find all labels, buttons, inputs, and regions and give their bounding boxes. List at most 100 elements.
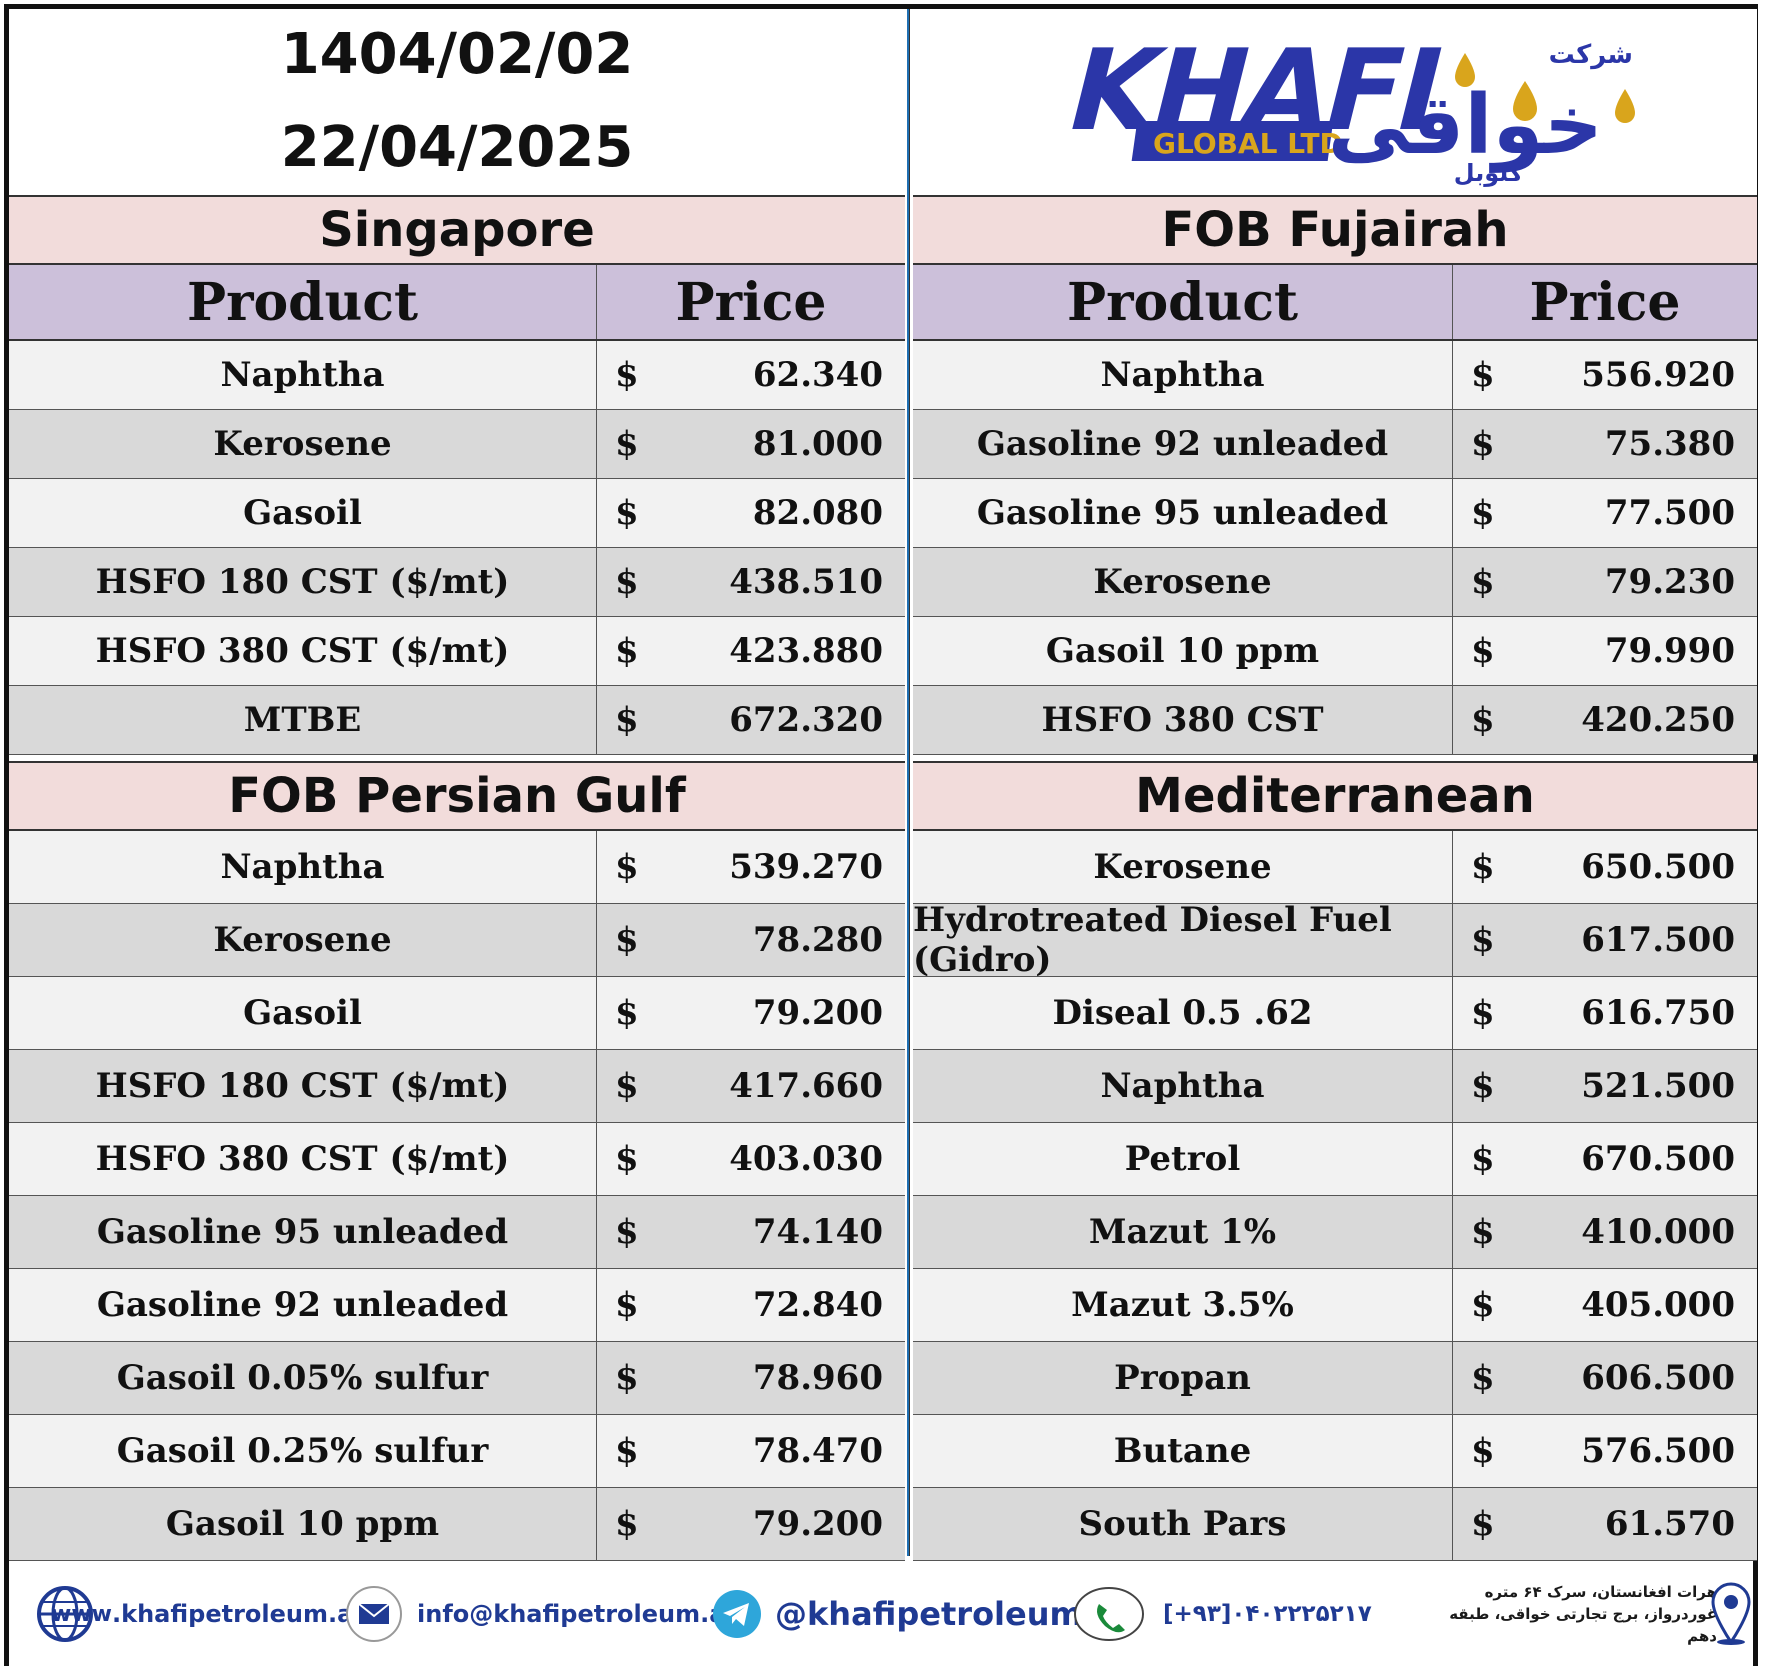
- table-row: Mazut 3.5% $405.000: [913, 1269, 1757, 1342]
- price-cell: $576.500: [1453, 1415, 1757, 1487]
- logo-sub-text: GLOBAL LTD: [1153, 127, 1343, 160]
- currency-symbol: $: [615, 700, 639, 740]
- table-row: Diseal 0.5 .62 $616.750: [913, 977, 1757, 1050]
- table-row: Naphtha $62.340: [9, 341, 905, 410]
- price-value: 78.470: [752, 1431, 883, 1471]
- table-row: Naphtha $556.920: [913, 341, 1757, 410]
- price-value: 405.000: [1581, 1285, 1735, 1325]
- product-name: Hydrotreated Diesel Fuel (Gidro): [913, 900, 1453, 980]
- table-header: Product Price: [913, 265, 1757, 341]
- email-text: info@khafipetroleum.af: [417, 1600, 736, 1628]
- price-value: 672.320: [729, 700, 883, 740]
- price-value: 617.500: [1581, 920, 1735, 960]
- price-value: 438.510: [729, 562, 883, 602]
- table-row: HSFO 380 CST ($/mt) $423.880: [9, 617, 905, 686]
- price-cell: $556.920: [1453, 341, 1757, 409]
- price-value: 72.840: [752, 1285, 883, 1325]
- product-name: Gasoil: [9, 977, 597, 1049]
- table-row: Propan $606.500: [913, 1342, 1757, 1415]
- currency-symbol: $: [1471, 700, 1495, 740]
- telegram-icon: [713, 1590, 761, 1638]
- currency-symbol: $: [1471, 1358, 1495, 1398]
- table-row: HSFO 180 CST ($/mt) $417.660: [9, 1050, 905, 1123]
- table-row: Gasoil 0.25% sulfur $78.470: [9, 1415, 905, 1488]
- price-cell: $616.750: [1453, 977, 1757, 1049]
- website-link[interactable]: www .khafipetroleum.af: [35, 1562, 364, 1666]
- price-value: 539.270: [729, 847, 883, 887]
- price-cell: $77.500: [1453, 479, 1757, 547]
- telegram-link[interactable]: @khafipetroleum: [711, 1562, 1083, 1666]
- currency-symbol: $: [1471, 920, 1495, 960]
- phone-icon: [1074, 1587, 1144, 1641]
- table-row: Kerosene $78.280: [9, 904, 905, 977]
- logo-arabic-main: خواقی: [1328, 78, 1603, 173]
- product-name: HSFO 380 CST ($/mt): [9, 617, 597, 685]
- price-cell: $61.570: [1453, 1488, 1757, 1560]
- currency-symbol: $: [1471, 1066, 1495, 1106]
- price-cell: $74.140: [597, 1196, 905, 1268]
- product-name: Kerosene: [913, 548, 1453, 616]
- phone-link[interactable]: [+۹۳]۰۴۰۲۲۲۵۲۱۷: [1073, 1562, 1372, 1666]
- table-row: South Pars $61.570: [913, 1488, 1757, 1561]
- currency-symbol: $: [615, 424, 639, 464]
- website-text: .khafipetroleum.af: [111, 1600, 364, 1628]
- product-name: Gasoil: [9, 479, 597, 547]
- globe-icon: [37, 1586, 93, 1642]
- product-name: Gasoil 10 ppm: [913, 617, 1453, 685]
- price-value: 410.000: [1581, 1212, 1735, 1252]
- price-cell: $606.500: [1453, 1342, 1757, 1414]
- product-name: Gasoline 95 unleaded: [9, 1196, 597, 1268]
- price-value: 79.200: [752, 993, 883, 1033]
- product-name: Gasoline 95 unleaded: [913, 479, 1453, 547]
- table-header: Product Price: [9, 265, 905, 341]
- price-value: 79.200: [752, 1504, 883, 1544]
- product-name: Naphtha: [9, 341, 597, 409]
- product-name: Gasoline 92 unleaded: [913, 410, 1453, 478]
- persian-gulf-rows: Naphtha $539.270 Kerosene $78.280 Gasoil $79.…: [9, 831, 905, 1561]
- product-name: HSFO 380 CST ($/mt): [9, 1123, 597, 1195]
- price-value: 77.500: [1604, 493, 1735, 533]
- price-value: 576.500: [1581, 1431, 1735, 1471]
- price-value: 82.080: [752, 493, 883, 533]
- price-cell: $420.250: [1453, 686, 1757, 754]
- product-name: Gasoil 10 ppm: [9, 1488, 597, 1560]
- price-cell: $62.340: [597, 341, 905, 409]
- price-cell: $670.500: [1453, 1123, 1757, 1195]
- table-row: HSFO 380 CST ($/mt) $403.030: [9, 1123, 905, 1196]
- table-row: MTBE $672.320: [9, 686, 905, 755]
- email-link[interactable]: info@khafipetroleum.af: [345, 1562, 736, 1666]
- price-value: 78.280: [752, 920, 883, 960]
- price-value: 423.880: [729, 631, 883, 671]
- table-row: Kerosene $650.500: [913, 831, 1757, 904]
- price-value: 556.920: [1581, 355, 1735, 395]
- table-row: Gasoline 92 unleaded $75.380: [913, 410, 1757, 479]
- price-cell: $75.380: [1453, 410, 1757, 478]
- product-name: Gasoil 0.25% sulfur: [9, 1415, 597, 1487]
- table-row: Butane $576.500: [913, 1415, 1757, 1488]
- price-value: 79.230: [1604, 562, 1735, 602]
- currency-symbol: $: [1471, 562, 1495, 602]
- product-name: Naphtha: [9, 831, 597, 903]
- price-cell: $410.000: [1453, 1196, 1757, 1268]
- price-cell: $672.320: [597, 686, 905, 754]
- currency-symbol: $: [615, 631, 639, 671]
- price-cell: $78.470: [597, 1415, 905, 1487]
- product-name: Propan: [913, 1342, 1453, 1414]
- price-cell: $650.500: [1453, 831, 1757, 903]
- price-value: 81.000: [752, 424, 883, 464]
- price-value: 417.660: [729, 1066, 883, 1106]
- currency-symbol: $: [615, 562, 639, 602]
- section-title-mediterranean: Mediterranean: [913, 761, 1757, 831]
- price-cell: $78.280: [597, 904, 905, 976]
- price-cell: $438.510: [597, 548, 905, 616]
- price-value: 616.750: [1581, 993, 1735, 1033]
- table-row: Petrol $670.500: [913, 1123, 1757, 1196]
- section-title-persian-gulf: FOB Persian Gulf: [9, 761, 905, 831]
- product-name: Kerosene: [9, 410, 597, 478]
- logo-arabic-bottom: گلوبل: [1454, 159, 1523, 187]
- price-cell: $79.230: [1453, 548, 1757, 616]
- product-name: Naphtha: [913, 341, 1453, 409]
- location-icon: [1709, 1562, 1753, 1666]
- table-row: HSFO 180 CST ($/mt) $438.510: [9, 548, 905, 617]
- address-line-1: هرات افغانستان، سرک ۶۴ متره: [1484, 1583, 1717, 1601]
